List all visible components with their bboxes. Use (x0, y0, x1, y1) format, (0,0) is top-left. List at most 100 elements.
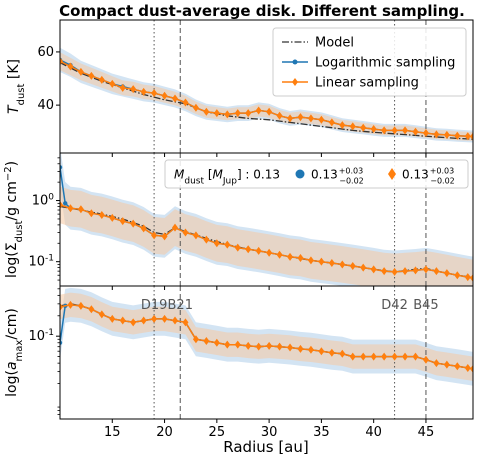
linear-sampling-point (109, 314, 116, 323)
linear-sampling-point (98, 310, 105, 319)
linear-sampling-point (192, 103, 199, 112)
legend-lin-marker (292, 78, 298, 86)
linear-sampling-point (470, 132, 473, 141)
linear-sampling-point (255, 106, 262, 115)
linear-sampling-band (60, 292, 473, 381)
linear-sampling-point (224, 340, 231, 349)
linear-sampling-point (328, 348, 335, 357)
linear-sampling-band (60, 186, 473, 286)
y-axis-label-T_dust: Tdust [K] (6, 59, 27, 114)
linear-sampling-point (67, 204, 74, 213)
panel-Sigma_dust-lines (60, 153, 473, 286)
linear-sampling-point (454, 362, 461, 371)
linear-sampling-point (88, 209, 95, 218)
linear-sampling-point (88, 305, 95, 314)
linear-sampling-point (318, 257, 325, 266)
linear-sampling-point (464, 273, 471, 282)
linear-sampling-point (412, 127, 419, 136)
x-axis-label: Radius [au] (223, 438, 308, 456)
linear-sampling-point (98, 211, 105, 220)
linear-sampling-point (287, 252, 294, 261)
linear-sampling-point (234, 340, 241, 349)
linear-sampling-point (161, 91, 168, 100)
axes-frames (56, 19, 474, 423)
linear-sampling-point (172, 223, 179, 232)
linear-sampling-point (370, 125, 377, 134)
log-sampling-point (63, 201, 68, 206)
linear-sampling-point (307, 256, 314, 265)
linear-sampling-point (381, 267, 388, 276)
linear-sampling-point (203, 235, 210, 244)
linear-sampling-point (287, 343, 294, 352)
linear-sampling-point (287, 114, 294, 123)
linear-sampling-point (119, 316, 126, 325)
linear-sampling-point (255, 342, 262, 351)
linear-sampling-point (172, 94, 179, 103)
linear-sampling-point (433, 130, 440, 139)
linear-sampling-point (245, 341, 252, 350)
linear-sampling-point (349, 122, 356, 131)
linear-sampling-point (182, 228, 189, 237)
linear-sampling-point (349, 261, 356, 270)
linear-sampling-point (60, 302, 63, 311)
linear-sampling-point (391, 352, 398, 361)
linear-sampling-point (276, 111, 283, 120)
linear-sampling-point (339, 121, 346, 130)
linear-sampling-point (454, 131, 461, 140)
mass-log-text: 0.13+0.03 −0.02 (311, 167, 364, 186)
linear-sampling-point (77, 67, 84, 76)
linear-sampling-point (402, 267, 409, 276)
linear-sampling-point (245, 109, 252, 118)
linear-sampling-point (88, 71, 95, 80)
linear-sampling-point (360, 123, 367, 132)
linear-sampling-point (161, 232, 168, 241)
linear-sampling-point (213, 109, 220, 118)
uncertainty-bands (60, 47, 473, 386)
linear-sampling-point (276, 250, 283, 259)
legend-box (272, 27, 467, 97)
linear-sampling-point (297, 344, 304, 353)
panel-a_max-plot (60, 287, 473, 386)
ring-annotation: D42 (381, 298, 408, 313)
ring-annotation: B21 (168, 298, 193, 313)
ring-annotation: D19 (141, 298, 168, 313)
linear-sampling-point (370, 352, 377, 361)
linear-sampling-point (422, 265, 429, 274)
y-axis-label-Sigma_dust: log(Σdust/g cm−2) (3, 161, 25, 278)
legend-entry-label: Logarithmic sampling (315, 56, 455, 71)
linear-sampling-point (276, 342, 283, 351)
panel-a_max-lines (60, 286, 473, 419)
linear-sampling-point (433, 359, 440, 368)
linear-sampling-point (98, 75, 105, 84)
linear-sampling-point (224, 110, 231, 119)
x-tick-label: 25 (209, 425, 226, 440)
linear-sampling-point (360, 352, 367, 361)
linear-sampling-point (360, 263, 367, 272)
y-tick-label: 60 (37, 45, 54, 60)
figure-title: Compact dust-average disk. Different sam… (59, 2, 465, 20)
linear-sampling-point (130, 219, 137, 228)
linear-sampling-point (464, 132, 471, 141)
linear-sampling-point (182, 98, 189, 107)
linear-sampling-point (77, 301, 84, 310)
y-tick-label: 100 (32, 193, 55, 209)
linear-sampling-point (67, 62, 74, 71)
linear-sampling-point (412, 352, 419, 361)
linear-sampling-point (328, 118, 335, 127)
linear-sampling-point (307, 345, 314, 354)
legend-entry-label: Model (315, 36, 354, 51)
linear-sampling-point (443, 130, 450, 139)
linear-sampling-point (140, 87, 147, 96)
model-line (60, 62, 473, 140)
linear-sampling-point (109, 213, 116, 222)
linear-sampling-point (60, 200, 63, 209)
linear-sampling-point (422, 355, 429, 364)
linear-sampling-point (60, 57, 63, 66)
linear-sampling-band (60, 52, 473, 142)
linear-sampling-point (119, 217, 126, 226)
linear-sampling-point (266, 341, 273, 350)
linear-sampling-point (381, 352, 388, 361)
linear-sampling-point (213, 338, 220, 347)
linear-sampling-point (470, 274, 473, 283)
